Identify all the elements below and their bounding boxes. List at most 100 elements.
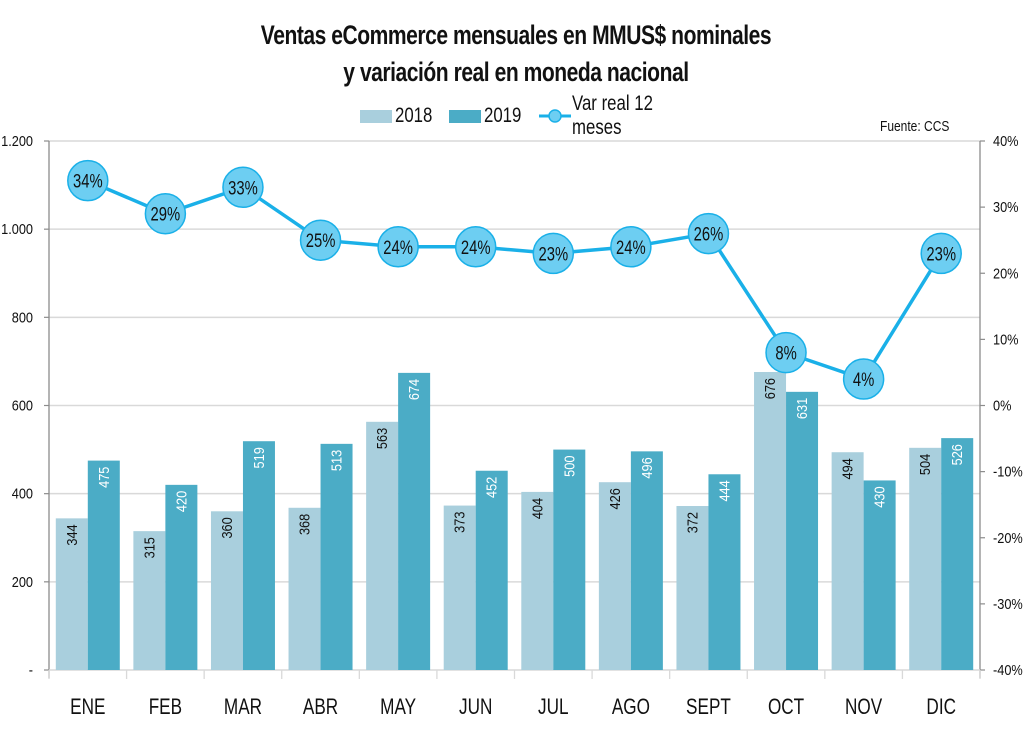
bar-label-2018: 404 [528, 498, 545, 519]
y-tick-label-right: -30% [993, 595, 1023, 612]
bar-2019 [786, 391, 819, 670]
line-marker [377, 226, 419, 268]
chart-subtitle: y variación real en moneda nacional [343, 57, 689, 87]
line-marker [920, 232, 962, 275]
line-data-label: 34% [73, 171, 103, 192]
bar-label-2019: 631 [793, 398, 810, 419]
y-tick-label-left: 400 [12, 485, 33, 502]
x-tick-label: MAY [380, 695, 416, 720]
line-data-label: 24% [616, 237, 646, 258]
x-tick-label: OCT [768, 695, 804, 720]
bar-label-2018: 373 [451, 511, 468, 532]
bar-label-2019: 452 [483, 477, 500, 498]
bar-label-2019: 519 [250, 447, 267, 468]
legend-label-2019: 2019 [484, 104, 522, 127]
bar-label-2019: 475 [95, 466, 112, 487]
bar-2018 [676, 506, 709, 670]
x-tick-label: JUL [538, 695, 569, 720]
bar-label-2019: 674 [405, 379, 422, 400]
bar-label-2018: 372 [683, 512, 700, 533]
bar-2019 [475, 470, 508, 670]
bar-label-2019: 444 [715, 480, 732, 501]
bar-2019 [630, 451, 663, 670]
bar-label-2018: 676 [761, 378, 778, 399]
x-tick-label: MAR [224, 695, 262, 720]
bar-2018 [754, 371, 787, 670]
x-tick-label: AGO [612, 695, 650, 720]
line-var-real [87, 179, 943, 381]
bar-2018 [210, 511, 243, 670]
bar-2019 [242, 441, 275, 670]
bar-2019 [553, 449, 586, 670]
line-data-label: 26% [694, 224, 724, 245]
bar-2018 [909, 447, 942, 670]
x-tick-label: DIC [926, 695, 956, 720]
bar-label-2019: 526 [948, 444, 965, 465]
line-marker [610, 226, 652, 268]
bar-2018 [366, 421, 399, 670]
bar-label-2019: 513 [328, 450, 345, 471]
y-tick-label-right: 20% [993, 264, 1019, 281]
legend-line-marker-icon [539, 109, 571, 123]
line-marker [67, 159, 109, 202]
x-tick-label: ABR [303, 695, 338, 720]
chart-title: Ventas eCommerce mensuales en MMUS$ nomi… [260, 20, 772, 50]
bar-label-2019: 430 [871, 486, 888, 507]
legend-swatch-2019 [449, 109, 481, 123]
line-marker [144, 192, 187, 235]
x-tick-label: NOV [845, 695, 883, 720]
bar-label-2018: 368 [296, 514, 313, 535]
line-data-label: 24% [461, 237, 491, 258]
bar-label-2018: 504 [916, 454, 933, 475]
line-data-label: 33% [228, 178, 258, 199]
bar-2019 [165, 484, 198, 670]
legend-item-2018: 2018 [360, 104, 435, 128]
bar-2018 [133, 531, 166, 670]
y-tick-label-right: 30% [993, 198, 1019, 215]
line-marker [842, 358, 885, 400]
legend-label-2018: 2018 [395, 104, 433, 127]
bar-2019 [87, 460, 120, 670]
line-data-label: 4% [853, 369, 874, 390]
legend-item-2019: 2019 [449, 104, 524, 128]
line-data-label: 24% [383, 237, 413, 258]
bar-2018 [55, 518, 88, 670]
legend-item-var: Var real 12 meses [538, 92, 702, 140]
y-tick-label-right: -40% [993, 661, 1023, 678]
x-tick-label: ENE [70, 695, 105, 720]
line-marker [765, 331, 807, 374]
line-marker [687, 212, 730, 255]
y-tick-label-right: 40% [993, 132, 1019, 149]
y-tick-label-left: 800 [12, 308, 33, 325]
line-data-label: 23% [538, 244, 568, 265]
bar-2019 [863, 480, 896, 670]
y-tick-label-right: 0% [993, 396, 1011, 413]
y-tick-label-right: -10% [993, 463, 1023, 480]
x-tick-label: FEB [149, 695, 182, 720]
line-marker [299, 219, 342, 261]
bar-label-2018: 494 [839, 458, 856, 479]
line-data-label: 23% [926, 244, 956, 265]
bar-label-2018: 315 [140, 537, 157, 558]
bar-label-2019: 420 [172, 491, 189, 512]
bar-label-2018: 563 [373, 428, 390, 449]
legend: 2018 2019 Var real 12 meses [360, 92, 716, 139]
x-tick-label: SEPT [686, 695, 731, 720]
y-tick-label-left: 1.200 [1, 132, 33, 149]
source-note: Fuente: CCS [880, 118, 950, 135]
bar-label-2019: 500 [560, 455, 577, 476]
x-tick-label: JUN [459, 695, 492, 720]
line-data-label: 29% [151, 204, 181, 225]
bar-label-2019: 496 [638, 457, 655, 478]
bar-2018 [831, 452, 864, 670]
line-marker [532, 232, 575, 275]
y-tick-label-left: 600 [12, 396, 33, 413]
legend-label-var: Var real 12 meses [572, 92, 653, 139]
line-data-label: 25% [306, 230, 336, 251]
bar-2019 [941, 438, 974, 670]
bar-2018 [288, 507, 321, 670]
bar-label-2018: 344 [63, 524, 80, 545]
y-tick-label-right: 10% [993, 330, 1019, 347]
bar-2018 [443, 505, 476, 670]
